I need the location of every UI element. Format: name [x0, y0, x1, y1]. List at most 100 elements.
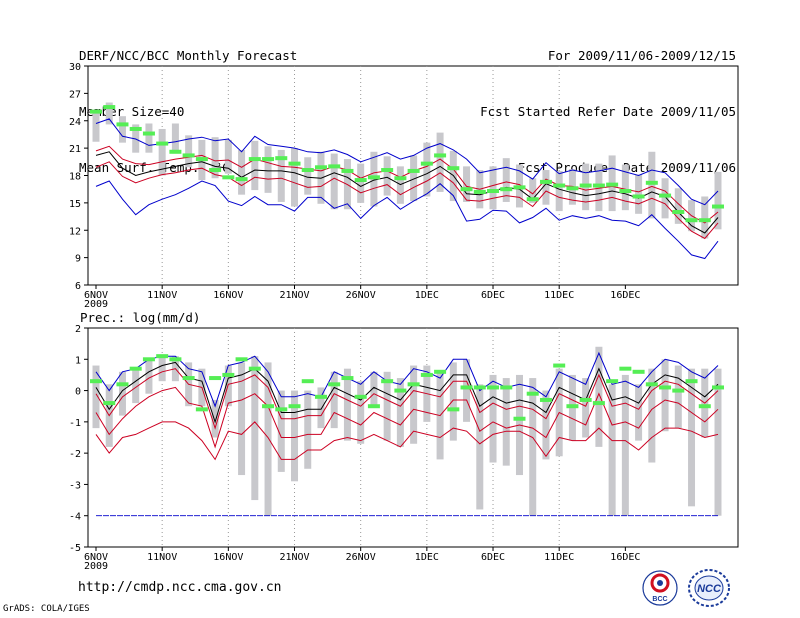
temp-climatology-mark	[354, 178, 367, 183]
temp-y-tick-label: 18	[69, 172, 81, 183]
prec-climatology-mark	[539, 397, 552, 402]
temp-y-tick-label: 9	[75, 254, 81, 265]
temp-ensemble-box	[701, 196, 709, 239]
temp-climatology-mark	[90, 109, 102, 114]
forecast-period: For 2009/11/06-2009/12/15	[547, 48, 736, 63]
prec-series-mean	[95, 361, 719, 424]
bcc-logo-text: BCC	[652, 596, 667, 603]
temp-ensemble-box	[357, 163, 365, 203]
temp-ensemble-box	[264, 146, 272, 193]
temp-climatology-mark	[579, 183, 592, 188]
prec-x-tick-label: 16NOV	[213, 552, 243, 563]
temp-climatology-mark	[142, 131, 155, 136]
temp-series-min	[95, 180, 719, 260]
temp-x-tick-label: 6DEC	[481, 290, 505, 301]
temp-ensemble-box	[502, 158, 510, 202]
temp-y-tick-label: 21	[69, 144, 81, 155]
temp-climatology-mark	[645, 180, 658, 185]
prec-ensemble-box	[145, 359, 153, 394]
footer-url[interactable]: http://cmdp.ncc.cma.gov.cn	[78, 580, 282, 595]
temp-x-tick-label: 11DEC	[544, 290, 574, 301]
temp-ensemble-box	[674, 188, 682, 224]
bcc-logo: BCC	[642, 570, 678, 606]
temp-ensemble-box	[224, 139, 232, 174]
prec-x-tick-label: 16DEC	[610, 552, 640, 563]
temp-climatology-mark	[592, 183, 605, 188]
prec-ensemble-box	[370, 371, 378, 407]
temp-climatology-mark	[222, 175, 235, 180]
prec-x-tick-label: 21NOV	[279, 552, 309, 563]
temp-ensemble-box	[635, 174, 643, 214]
prec-x-year-label: 2009	[84, 561, 108, 572]
prec-ensemble-box	[489, 374, 497, 463]
prec-panel-title: Prec.: log(mm/d)	[80, 310, 200, 325]
prec-ensemble-box	[251, 356, 259, 501]
temp-ensemble-box	[330, 153, 338, 210]
prec-climatology-mark	[685, 379, 698, 384]
temp-chart-panel: 6NOV 11NOV 16NOV 21NOV 26NOV 1DEC 6DEC 11DEC 16D…	[69, 62, 739, 310]
prec-ensemble-box	[674, 365, 682, 429]
temp-y-tick-label: 6	[75, 281, 81, 292]
prec-x-tick-label: 11DEC	[544, 552, 574, 563]
temp-climatology-mark	[420, 161, 433, 166]
temp-climatology-mark	[116, 122, 129, 127]
temp-climatology-mark	[460, 187, 473, 192]
prec-climatology-mark	[142, 357, 155, 362]
prec-series-max	[95, 351, 719, 408]
prec-climatology-mark	[116, 382, 129, 387]
prec-climatology-mark	[209, 376, 222, 381]
temp-climatology-mark	[367, 175, 380, 180]
prec-y-tick-label: -4	[69, 512, 81, 523]
temp-y-tick-label: 27	[69, 89, 81, 100]
temp-climatology-mark	[434, 153, 447, 158]
prec-climatology-mark	[606, 379, 619, 384]
temp-x-tick-label: 11NOV	[147, 290, 177, 301]
temp-ensemble-box	[92, 111, 100, 142]
temp-x-tick-label: 16NOV	[213, 290, 243, 301]
temp-climatology-mark	[659, 193, 672, 198]
prec-ensemble-box	[529, 378, 537, 516]
temp-series-upper	[95, 145, 719, 224]
prec-ensemble-box	[449, 362, 457, 441]
header-right: For 2009/11/06-2009/12/15 Fcst Started R…	[480, 11, 736, 197]
prec-climatology-mark	[698, 404, 711, 409]
prec-ensemble-box	[648, 368, 656, 463]
prec-climatology-mark	[262, 404, 275, 409]
temp-climatology-mark	[129, 126, 142, 131]
temp-climatology-mark	[513, 185, 526, 190]
prec-climatology-mark	[566, 404, 579, 409]
temp-ensemble-box	[410, 155, 418, 202]
prec-y-tick-label: 0	[75, 387, 81, 398]
prec-climatology-mark	[526, 391, 539, 396]
prec-climatology-mark	[579, 397, 592, 402]
temp-ensemble-box	[621, 164, 629, 211]
temp-y-tick-label: 12	[69, 226, 81, 237]
temp-climatology-mark	[606, 182, 619, 187]
temp-climatology-mark	[566, 186, 579, 191]
prec-climatology-mark	[712, 385, 724, 390]
temp-climatology-mark	[539, 179, 552, 184]
prec-ensemble-box	[264, 362, 272, 516]
prec-climatology-mark	[222, 372, 235, 377]
temp-climatology-mark	[301, 168, 314, 173]
prec-climatology-mark	[407, 382, 420, 387]
prec-ensemble-box	[621, 374, 629, 516]
temp-ensemble-box	[158, 128, 166, 176]
forecast-title: DERF/NCC/BCC Monthly Forecast	[79, 48, 298, 63]
prec-climatology-mark	[275, 407, 288, 412]
ncc-logo: NCC	[688, 569, 730, 607]
prec-ensemble-box	[291, 390, 299, 482]
prec-climatology-mark	[367, 404, 380, 409]
ncc-logo-text: NCC	[697, 583, 722, 595]
prec-climatology-mark	[129, 366, 142, 371]
prec-climatology-mark	[434, 369, 447, 374]
temp-climatology-mark	[314, 165, 327, 170]
temp-ensemble-box	[171, 123, 179, 154]
prec-climatology-mark	[156, 354, 169, 359]
prec-ensemble-box	[463, 359, 471, 422]
temp-ensemble-box	[383, 156, 391, 196]
prec-chart-panel: 6NOV 11NOV 16NOV 21NOV 26NOV 1DEC 6DEC 11DEC 16D…	[69, 310, 739, 572]
prec-ensemble-box	[118, 371, 126, 416]
prec-ensemble-box	[132, 368, 140, 404]
prec-climatology-mark	[592, 401, 605, 406]
